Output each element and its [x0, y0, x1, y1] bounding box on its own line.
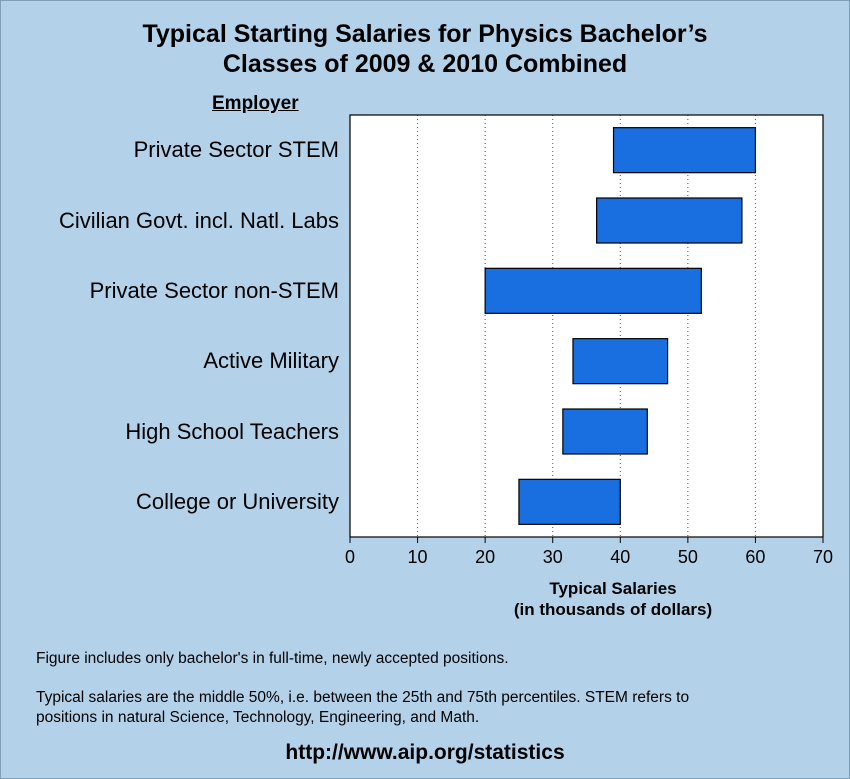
chart-title: Typical Starting Salaries for Physics Ba… — [1, 19, 849, 79]
range-bar — [484, 267, 702, 314]
footnote-scope: Figure includes only bachelor's in full-… — [36, 650, 509, 667]
x-tick-label: 50 — [678, 547, 698, 567]
category-label: Civilian Govt. incl. Natl. Labs — [59, 207, 339, 233]
range-bar — [612, 127, 757, 174]
x-axis-label: Typical Salaries (in thousands of dollar… — [463, 578, 763, 620]
category-label: Active Military — [203, 348, 339, 374]
range-bar-chart: 0 10 20 30 40 50 60 70 — [345, 114, 833, 567]
employer-axis-header: Employer — [212, 93, 299, 114]
x-tick-label: 30 — [543, 547, 563, 567]
x-tick-label: 20 — [475, 547, 495, 567]
x-tick-label: 0 — [345, 547, 355, 567]
x-tick-label: 10 — [408, 547, 428, 567]
x-axis-label-line-2: (in thousands of dollars) — [513, 600, 713, 619]
footnote-definition-line-2: positions in natural Science, Technology… — [36, 709, 480, 726]
chart-title-line-1: Typical Starting Salaries for Physics Ba… — [142, 20, 708, 48]
range-bar — [596, 197, 743, 244]
footnote-definition-line-1: Typical salaries are the middle 50%, i.e… — [36, 689, 690, 706]
x-tick-label: 60 — [745, 547, 765, 567]
category-label: College or University — [136, 488, 339, 514]
plot-area — [350, 115, 823, 537]
plot-border — [349, 114, 824, 538]
range-bar — [518, 478, 621, 525]
category-label: Private Sector non-STEM — [89, 277, 339, 303]
category-label: Private Sector STEM — [133, 137, 339, 163]
chart-title-line-2: Classes of 2009 & 2010 Combined — [222, 50, 628, 78]
source-url: http://www.aip.org/statistics — [285, 741, 565, 764]
x-axis-label-line-1: Typical Salaries — [549, 579, 677, 598]
range-bar — [562, 408, 648, 455]
category-label: High School Teachers — [125, 418, 339, 444]
x-tick-label: 70 — [813, 547, 833, 567]
range-bar — [572, 338, 669, 385]
x-tick-label: 40 — [610, 547, 630, 567]
